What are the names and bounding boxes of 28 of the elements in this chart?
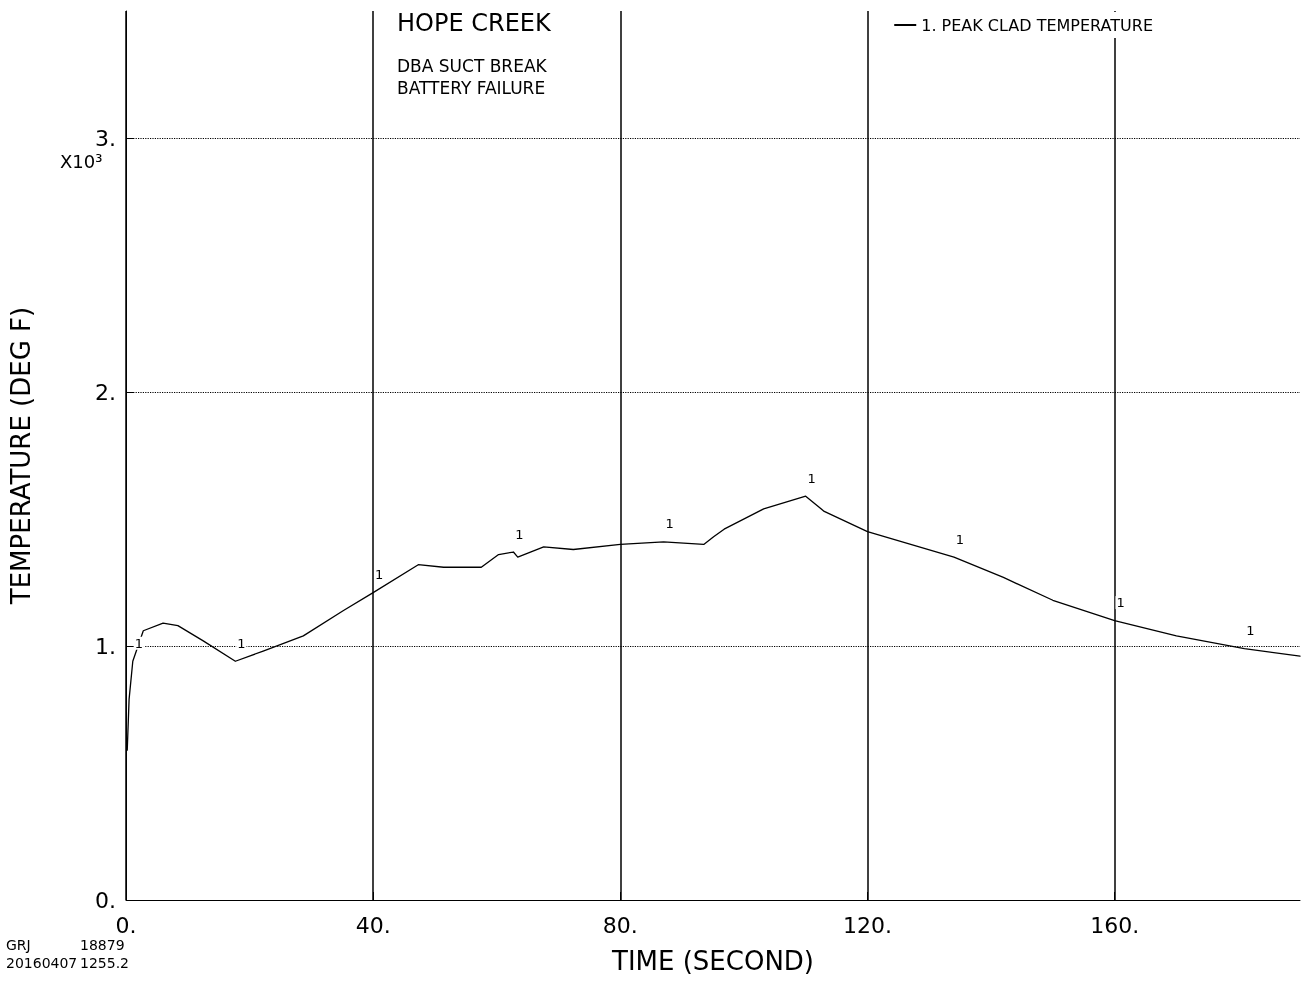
text: DBA SUCT BREAK BATTERY FAILURE	[397, 56, 548, 98]
y-tick-label: 0.	[95, 887, 116, 913]
annotation: 1	[955, 531, 965, 547]
y-tick-label: 1.	[95, 633, 116, 659]
text: GRJ	[6, 937, 31, 953]
text: 1255.2	[80, 955, 129, 971]
annotation: 1	[665, 516, 674, 532]
x-tick-label: 40.	[355, 912, 391, 938]
legend-label: 1. PEAK CLAD TEMPERATURE	[921, 15, 1153, 35]
x-tick-label: 120.	[842, 912, 892, 938]
x-tick-label: 160.	[1090, 912, 1140, 938]
x-tick-label: 0.	[115, 912, 137, 938]
annotation: 1	[807, 470, 816, 486]
y-tick-label: 3.	[95, 125, 116, 151]
annotation: 1	[515, 526, 524, 542]
annotation: 1	[1246, 623, 1255, 639]
annotation: 1	[1116, 595, 1125, 611]
x-tick-label: 80.	[602, 912, 638, 938]
text: X10³	[60, 150, 103, 172]
y-tick-label: 2.	[95, 379, 116, 405]
y-axis-title: TEMPERATURE (DEG F)	[6, 306, 36, 606]
chart-title: HOPE CREEK	[397, 9, 552, 37]
annotation: 1	[134, 635, 143, 651]
text: 20160407	[6, 955, 78, 971]
x-axis-title: TIME (SECOND)	[611, 946, 814, 976]
annotation: 1	[237, 635, 246, 651]
annotation: 1	[375, 567, 384, 583]
text: 18879	[80, 937, 125, 953]
